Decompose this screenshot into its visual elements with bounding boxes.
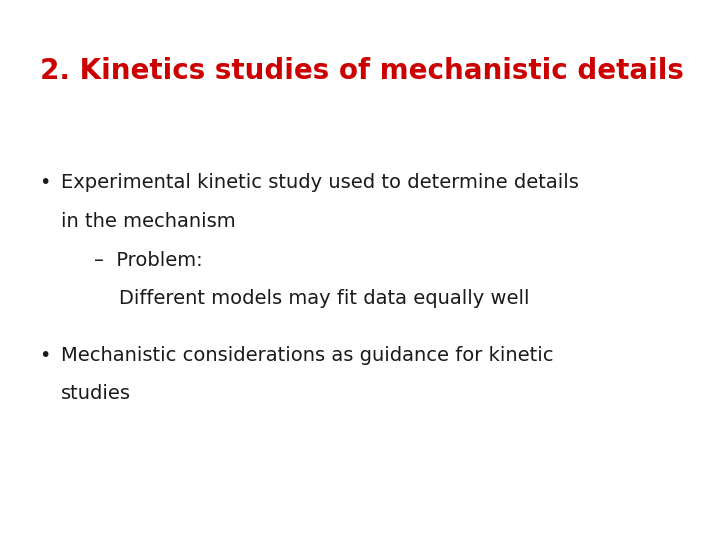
Text: Experimental kinetic study used to determine details: Experimental kinetic study used to deter… — [61, 173, 579, 192]
Text: studies: studies — [61, 384, 131, 403]
Text: in the mechanism: in the mechanism — [61, 212, 236, 231]
Text: •: • — [40, 346, 51, 365]
Text: Different models may fit data equally well: Different models may fit data equally we… — [119, 289, 529, 308]
Text: Mechanistic considerations as guidance for kinetic: Mechanistic considerations as guidance f… — [61, 346, 554, 365]
Text: •: • — [40, 173, 51, 192]
Text: 2. Kinetics studies of mechanistic details: 2. Kinetics studies of mechanistic detai… — [40, 57, 683, 85]
Text: –  Problem:: – Problem: — [94, 251, 202, 269]
